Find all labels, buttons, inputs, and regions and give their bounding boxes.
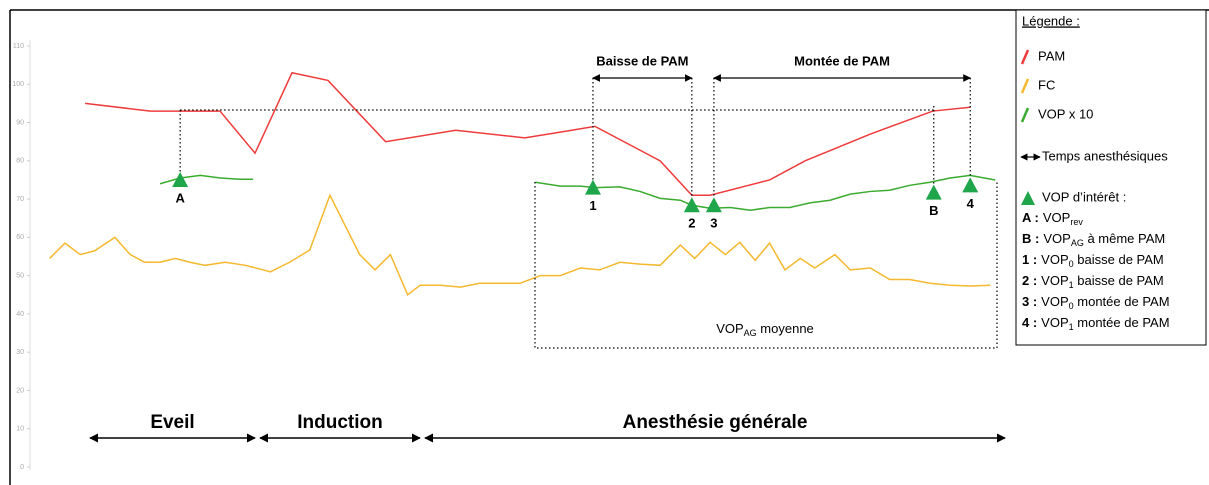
legend-line: 2 : VOP1 baisse de PAM <box>1022 273 1164 290</box>
y-tick-label: 10 <box>16 426 24 433</box>
marker <box>683 197 700 213</box>
legend-line: A : VOPrev <box>1022 210 1083 227</box>
legend-text: VOP <box>1043 231 1070 246</box>
y-tick-label: 70 <box>16 196 24 203</box>
box-label-main: VOP <box>716 321 743 336</box>
bracket-label: Baisse de PAM <box>596 53 688 68</box>
legend-swatch <box>1020 49 1030 65</box>
series-line <box>159 174 996 211</box>
y-tick-label: 60 <box>16 234 24 241</box>
legend-key: 1 : <box>1022 252 1037 267</box>
legend-sub: AG <box>1071 238 1084 248</box>
legend-swatch <box>1020 78 1030 94</box>
y-tick-label: 0 <box>20 464 24 471</box>
legend-text: VOP <box>1041 252 1068 267</box>
legend-text: VOP <box>1041 315 1068 330</box>
legend-line: 1 : VOP0 baisse de PAM <box>1022 252 1164 269</box>
box-label-rest: moyenne <box>757 321 814 336</box>
legend-sub: 0 <box>1069 301 1074 311</box>
marker-label: 3 <box>710 216 717 231</box>
legend-swatch <box>1020 107 1030 123</box>
legend-line: 3 : VOP0 montée de PAM <box>1022 294 1170 311</box>
legend-box <box>1015 9 1207 346</box>
legend-label: PAM <box>1038 48 1065 63</box>
legend-key: 2 : <box>1022 273 1037 288</box>
legend-key: 3 : <box>1022 294 1037 309</box>
legend-label: Temps anesthésiques <box>1042 148 1168 163</box>
y-tick-label: 80 <box>16 158 24 165</box>
legend-rest: montée de PAM <box>1074 315 1170 330</box>
legend-text: VOP <box>1043 210 1070 225</box>
series-line <box>85 71 971 197</box>
bracket-label: Montée de PAM <box>794 53 890 68</box>
y-tick-label: 40 <box>16 311 24 318</box>
legend-sub: 1 <box>1069 322 1074 332</box>
marker <box>584 179 601 195</box>
legend-key: 4 : <box>1022 315 1037 330</box>
legend-key: B : <box>1022 231 1039 246</box>
y-tick-label: 110 <box>13 43 24 50</box>
legend-rest: montée de PAM <box>1074 294 1170 309</box>
legend-text: VOP <box>1041 294 1068 309</box>
legend-sub: rev <box>1070 217 1083 227</box>
phase-label: Induction <box>297 412 382 433</box>
y-tick-label: 100 <box>12 81 24 88</box>
legend-title: Légende : <box>1022 13 1080 28</box>
legend-line: B : VOPAG à même PAM <box>1022 231 1165 248</box>
legend-rest: baisse de PAM <box>1074 273 1164 288</box>
legend-text: VOP <box>1041 273 1068 288</box>
marker-label: B <box>929 203 938 218</box>
marker <box>172 171 189 187</box>
legend-key: A : <box>1022 210 1039 225</box>
box-label-sub: AG <box>744 328 757 338</box>
legend-marker <box>1021 191 1035 205</box>
y-tick-label: 20 <box>16 387 24 394</box>
phase-label: Anesthésie générale <box>623 412 808 433</box>
marker <box>962 177 979 193</box>
y-tick-label: 90 <box>16 119 24 126</box>
legend-sub: 0 <box>1069 259 1074 269</box>
y-tick-label: 50 <box>16 272 24 279</box>
marker-label: 4 <box>967 196 975 211</box>
legend-rest: baisse de PAM <box>1074 252 1164 267</box>
box-label: VOPAG moyenne <box>716 321 814 338</box>
marker-label: 1 <box>589 198 596 213</box>
y-tick-label: 30 <box>16 349 24 356</box>
dotted-box <box>534 182 998 349</box>
legend-label: FC <box>1038 77 1055 92</box>
legend-sub: 1 <box>1069 280 1074 290</box>
marker <box>705 197 722 213</box>
legend-line: 4 : VOP1 montée de PAM <box>1022 315 1170 332</box>
phase-label: Eveil <box>150 412 194 433</box>
legend-rest: à même PAM <box>1084 231 1165 246</box>
legend-label: VOP x 10 <box>1038 106 1093 121</box>
marker-label: 2 <box>688 216 695 231</box>
series-line <box>49 193 991 296</box>
legend-label: VOP d’intérêt : <box>1042 189 1126 204</box>
marker <box>925 184 942 200</box>
marker-label: A <box>175 190 185 205</box>
